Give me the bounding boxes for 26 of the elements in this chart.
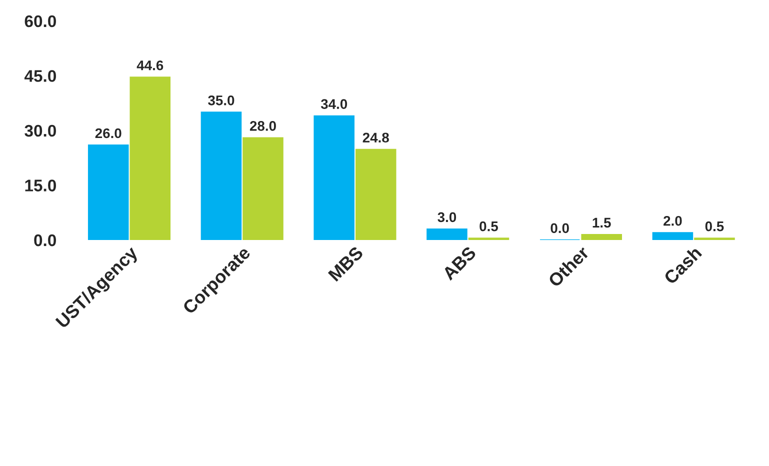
bar — [314, 115, 354, 240]
bar — [200, 112, 242, 240]
data-label: 2.0 — [664, 216, 682, 226]
bar — [242, 137, 284, 240]
y-tick-label: 15.0 — [25, 180, 56, 192]
data-label: 28.0 — [250, 121, 276, 131]
y-tick-label: 60.0 — [24, 15, 56, 28]
data-label: 26.0 — [95, 128, 122, 138]
bar — [426, 228, 468, 240]
y-tick-label: 45.0 — [24, 70, 56, 82]
bar — [355, 148, 396, 240]
data-label: 1.5 — [592, 218, 611, 228]
data-label: 0.5 — [480, 221, 498, 232]
data-label: 34.0 — [320, 99, 348, 109]
data-label: 0.0 — [550, 223, 569, 234]
data-label: 3.0 — [438, 212, 456, 222]
data-label: 35.0 — [208, 95, 234, 106]
data-label: 44.6 — [136, 60, 164, 70]
bar — [130, 76, 171, 240]
bar — [652, 232, 694, 240]
y-tick-label: 0.0 — [34, 234, 56, 246]
bar — [88, 144, 129, 240]
bar — [581, 234, 622, 240]
y-tick-label: 30.0 — [24, 124, 56, 137]
data-label: 24.8 — [362, 132, 389, 143]
data-label: 0.5 — [705, 221, 724, 232]
